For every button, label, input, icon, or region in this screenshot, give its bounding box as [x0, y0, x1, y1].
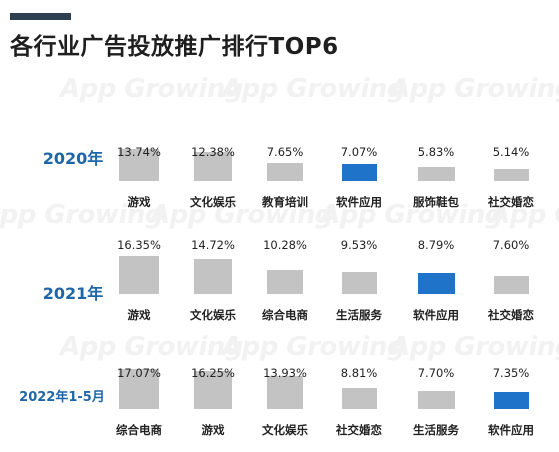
category-label: 社交婚恋	[488, 308, 534, 322]
value-label: 16.35%	[117, 238, 161, 252]
bar	[194, 370, 232, 409]
category-label: 文化娱乐	[190, 195, 236, 209]
value-label: 7.65%	[266, 145, 304, 159]
bar	[341, 271, 377, 294]
category-label: 软件应用	[413, 308, 459, 322]
value-label: 5.83%	[417, 145, 455, 159]
category-label: 综合电商	[116, 423, 162, 437]
watermark: App Growing	[150, 200, 333, 230]
value-label: 8.79%	[417, 238, 455, 252]
watermark: App Growing	[490, 200, 559, 230]
bar	[417, 390, 455, 409]
year-label: 2022年1-5月	[19, 390, 105, 405]
bar	[267, 376, 303, 409]
watermark: App Growing	[390, 74, 559, 104]
watermark: App Growing	[222, 74, 405, 104]
bar	[493, 276, 529, 294]
watermark: App Growing	[60, 332, 243, 362]
bar	[194, 151, 232, 181]
page-title: 各行业广告投放推广排行TOP6	[10, 34, 339, 60]
year-label: 2021年	[42, 284, 104, 303]
category-label: 教育培训	[262, 195, 308, 209]
year-label: 2020年	[42, 149, 104, 168]
bar	[119, 255, 159, 294]
value-label: 17.07%	[117, 366, 161, 380]
bar	[493, 391, 529, 409]
watermark: App Growing	[222, 332, 405, 362]
category-label: 文化娱乐	[262, 423, 308, 437]
bar	[119, 148, 159, 181]
value-label: 16.25%	[191, 366, 235, 380]
category-label: 生活服务	[413, 423, 459, 437]
bar	[493, 168, 529, 181]
category-label: 文化娱乐	[190, 308, 236, 322]
watermark: App Growing	[0, 200, 163, 230]
value-label: 9.53%	[340, 238, 378, 252]
category-label: 社交婚恋	[336, 423, 382, 437]
bar	[341, 164, 377, 181]
category-label: 软件应用	[336, 195, 382, 209]
category-label: 游戏	[127, 308, 151, 322]
value-label: 7.07%	[340, 145, 378, 159]
watermark: App Growing	[390, 332, 559, 362]
category-label: 游戏	[127, 195, 151, 209]
value-label: 10.28%	[263, 238, 307, 252]
category-label: 生活服务	[336, 308, 382, 322]
bar	[194, 259, 232, 294]
value-label: 13.93%	[263, 366, 307, 380]
category-label: 游戏	[201, 423, 225, 437]
value-label: 7.60%	[492, 238, 530, 252]
bar	[417, 167, 455, 181]
header-accent-bar	[10, 13, 71, 20]
bar	[267, 269, 303, 294]
value-label: 7.70%	[417, 366, 455, 380]
value-label: 7.35%	[492, 366, 530, 380]
value-label: 13.74%	[117, 145, 161, 159]
bar	[267, 163, 303, 181]
value-label: 5.14%	[492, 145, 530, 159]
category-label: 综合电商	[262, 308, 308, 322]
bar	[417, 273, 455, 294]
watermark: App Growing	[60, 74, 243, 104]
watermark: App Growing	[320, 200, 503, 230]
bar	[341, 388, 377, 409]
bar	[119, 368, 159, 409]
value-label: 14.72%	[191, 238, 235, 252]
value-label: 12.38%	[191, 145, 235, 159]
category-label: 社交婚恋	[488, 195, 534, 209]
value-label: 8.81%	[340, 366, 378, 380]
category-label: 服饰鞋包	[413, 195, 459, 209]
category-label: 软件应用	[488, 423, 534, 437]
